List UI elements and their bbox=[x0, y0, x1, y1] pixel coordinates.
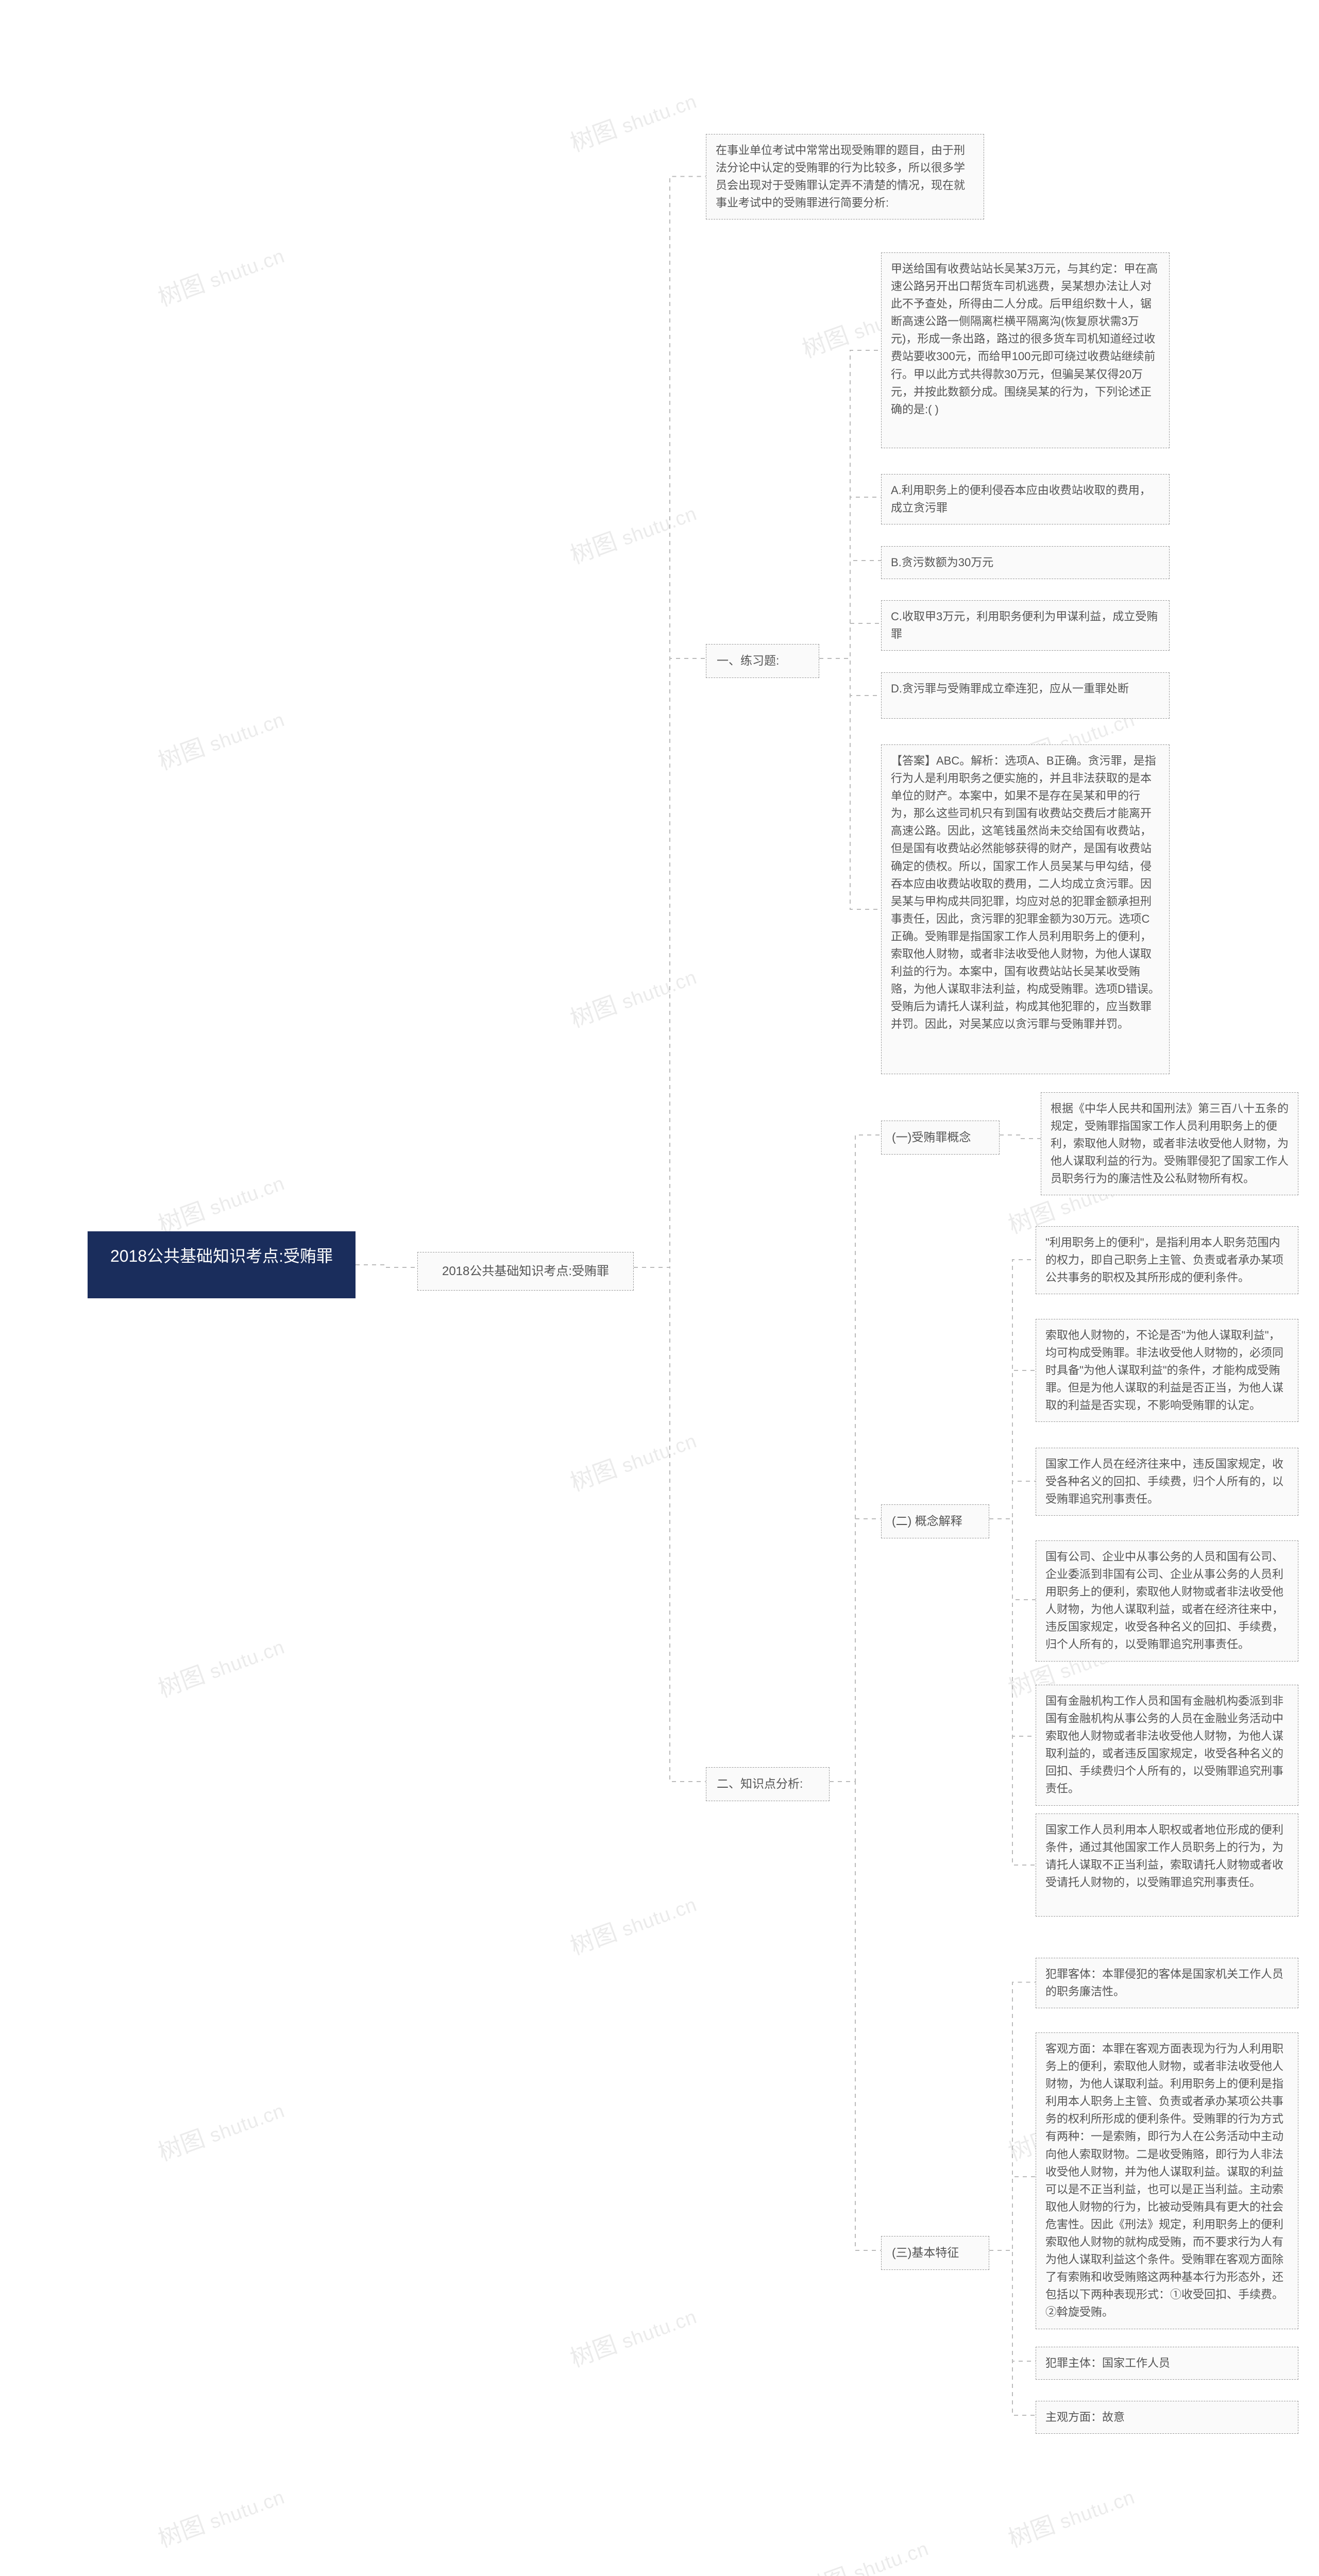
edge-k_sec-c2 bbox=[830, 1519, 881, 1782]
edge-k_sec-c1 bbox=[830, 1135, 881, 1782]
edge-q_sec-opt_c bbox=[819, 623, 881, 658]
watermark: 树图 shutu.cn bbox=[565, 1421, 701, 1498]
node-c3a: 犯罪客体：本罪侵犯的客体是国家机关工作人员的职务廉洁性。 bbox=[1036, 1958, 1298, 2008]
node-c3: (三)基本特征 bbox=[881, 2236, 989, 2270]
edge-c2-c2b bbox=[989, 1370, 1036, 1519]
watermark: 树图 shutu.cn bbox=[153, 1627, 289, 1704]
node-opt_a: A.利用职务上的便利侵吞本应由收费站收取的费用，成立贪污罪 bbox=[881, 474, 1170, 524]
watermark: 树图 shutu.cn bbox=[153, 1163, 289, 1241]
node-opt_c: C.收取甲3万元，利用职务便利为甲谋利益，成立受贿罪 bbox=[881, 600, 1170, 651]
node-c3b: 客观方面：本罪在客观方面表现为行为人利用职务上的便利，索取他人财物，或者非法收受… bbox=[1036, 2032, 1298, 2329]
node-opt_b: B.贪污数额为30万元 bbox=[881, 546, 1170, 579]
node-root: 2018公共基础知识考点:受贿罪 bbox=[88, 1231, 356, 1298]
edge-c2-c2f bbox=[989, 1519, 1036, 1865]
edge-c3-c3c bbox=[989, 2250, 1036, 2361]
node-c1t: 根据《中华人民共和国刑法》第三百八十五条的规定，受贿罪指国家工作人员利用职务上的… bbox=[1041, 1092, 1298, 1195]
edge-c2-c2e bbox=[989, 1519, 1036, 1736]
node-c1: (一)受贿罪概念 bbox=[881, 1121, 1000, 1155]
node-opt_d: D.贪污罪与受贿罪成立牵连犯，应从一重罪处断 bbox=[881, 672, 1170, 719]
watermark: 树图 shutu.cn bbox=[153, 2477, 289, 2554]
edge-c2-c2c bbox=[989, 1481, 1036, 1519]
watermark: 树图 shutu.cn bbox=[565, 81, 701, 159]
node-c2f: 国家工作人员利用本人职权或者地位形成的便利条件，通过其他国家工作人员职务上的行为… bbox=[1036, 1814, 1298, 1917]
watermark: 树图 shutu.cn bbox=[565, 494, 701, 571]
watermark: 树图 shutu.cn bbox=[153, 700, 289, 777]
edge-c3-c3a bbox=[989, 1982, 1036, 2251]
watermark: 树图 shutu.cn bbox=[565, 1885, 701, 1962]
edge-c3-c3b bbox=[989, 2177, 1036, 2250]
node-c2b: 索取他人财物的，不论是否"为他人谋取利益"，均可构成受贿罪。非法收受他人财物的，… bbox=[1036, 1319, 1298, 1422]
node-c3d: 主观方面：故意 bbox=[1036, 2401, 1298, 2434]
node-c2a: "利用职务上的便利"，是指利用本人职务范围内的权力，即自己职务上主管、负责或者承… bbox=[1036, 1226, 1298, 1294]
edge-c2-c2d bbox=[989, 1519, 1036, 1600]
mindmap-canvas: 树图 shutu.cn 树图 shutu.cn 树图 shutu.cn 树图 shut… bbox=[0, 0, 1319, 2576]
node-l2: 2018公共基础知识考点:受贿罪 bbox=[417, 1252, 634, 1291]
edge-root-l2 bbox=[356, 1265, 417, 1267]
edge-q_sec-ans bbox=[819, 658, 881, 909]
node-c2d: 国有公司、企业中从事公务的人员和国有公司、企业委派到非国有公司、企业从事公务的人… bbox=[1036, 1540, 1298, 1662]
node-k_sec: 二、知识点分析: bbox=[706, 1767, 830, 1801]
node-intro: 在事业单位考试中常常出现受贿罪的题目，由于刑法分论中认定的受贿罪的行为比较多，所… bbox=[706, 134, 984, 219]
edge-q_sec-opt_d bbox=[819, 658, 881, 696]
node-c2: (二) 概念解释 bbox=[881, 1504, 989, 1538]
edge-q_sec-opt_b bbox=[819, 561, 881, 658]
watermark: 树图 shutu.cn bbox=[153, 236, 289, 313]
edge-c3-c3d bbox=[989, 2250, 1036, 2415]
node-c2c: 国家工作人员在经济往来中，违反国家规定，收受各种名义的回扣、手续费，归个人所有的… bbox=[1036, 1448, 1298, 1516]
watermark: 树图 shutu.cn bbox=[1003, 2477, 1139, 2554]
node-c2e: 国有金融机构工作人员和国有金融机构委派到非国有金融机构从事公务的人员在金融业务活… bbox=[1036, 1685, 1298, 1806]
node-ans: 【答案】ABC。解析：选项A、B正确。贪污罪，是指行为人是利用职务之便实施的，并… bbox=[881, 744, 1170, 1074]
edge-c1-c1t bbox=[1000, 1135, 1041, 1139]
edge-q_sec-q_stem bbox=[819, 350, 881, 658]
watermark: 树图 shutu.cn bbox=[565, 2297, 701, 2374]
watermark: 树图 shutu.cn bbox=[565, 957, 701, 1035]
edge-l2-k_sec bbox=[634, 1267, 706, 1782]
node-q_sec: 一、练习题: bbox=[706, 644, 819, 678]
edge-c2-c2a bbox=[989, 1260, 1036, 1519]
edge-k_sec-c3 bbox=[830, 1782, 881, 2250]
node-q_stem: 甲送给国有收费站站长吴某3万元，与其约定：甲在高速公路另开出口帮货车司机逃费，吴… bbox=[881, 252, 1170, 448]
watermark: 树图 shutu.cn bbox=[797, 2529, 933, 2576]
edge-l2-intro bbox=[634, 177, 706, 1268]
edge-q_sec-opt_a bbox=[819, 497, 881, 658]
node-c3c: 犯罪主体：国家工作人员 bbox=[1036, 2347, 1298, 2380]
edge-l2-q_sec bbox=[634, 658, 706, 1267]
watermark: 树图 shutu.cn bbox=[153, 2091, 289, 2168]
